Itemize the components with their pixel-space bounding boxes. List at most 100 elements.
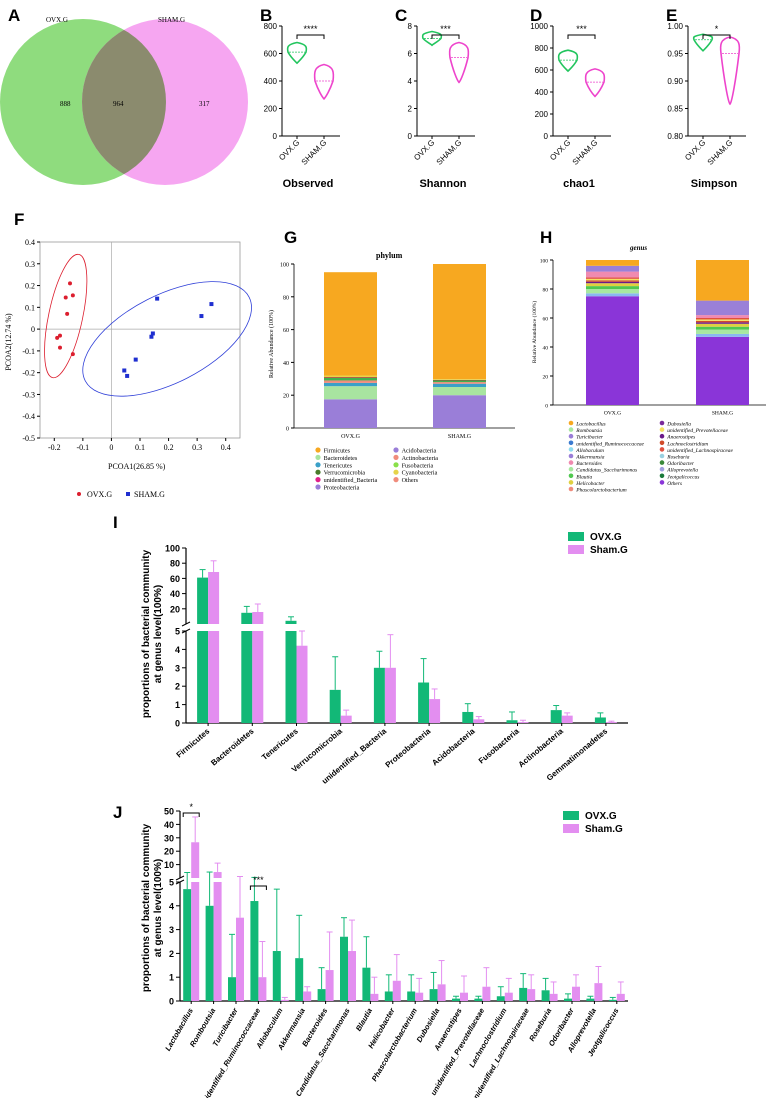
violin-xtick-label: OVX.G: [683, 138, 707, 162]
legend-dot: [568, 486, 574, 492]
legend-dot: [659, 420, 665, 426]
legend-dot: [659, 427, 665, 432]
venn-count-ovx: 888: [60, 100, 71, 108]
legend-label: Verrucomicrobia: [324, 470, 366, 477]
pcoa-point-ovx: [70, 352, 75, 357]
stacked-segment-dubosiella: [696, 322, 749, 324]
legend-label: Others: [402, 477, 419, 484]
violin-ytick-label: 4: [408, 77, 413, 86]
phylum-title: phylum: [376, 251, 403, 260]
pcoa-plot-frame: [39, 241, 241, 439]
pcoa-point-ovx: [58, 333, 62, 338]
genus-title: genus: [629, 244, 647, 252]
genus-stacked-panel: H genus Relative Abundance (100%) 0 20 40 6…: [531, 228, 766, 494]
stacked-segment-proteobacteria: [433, 380, 486, 383]
legend-dot: [568, 433, 574, 439]
stacked-segment-allobaculum: [696, 260, 749, 301]
stacked-ytick-label: 60: [283, 328, 289, 334]
i-legend-ovx: OVX.G: [590, 532, 622, 543]
upper-ytick-label: 50: [164, 807, 174, 817]
lower-ytick-label: 5: [169, 878, 174, 888]
bar-sham-upper: [191, 842, 200, 878]
bar-ovx-lower: [285, 631, 297, 723]
venn-count-sham: 317: [199, 100, 210, 108]
bar-sham: [325, 970, 334, 1001]
legend-label: Lactobacillus: [575, 422, 605, 428]
xtick-label: Blautia: [354, 1007, 374, 1033]
bar-ovx: [550, 710, 562, 723]
legend-label: unidentified_Lachnospiraceae: [667, 447, 733, 454]
stacked-ytick-label: 80: [283, 295, 289, 301]
lower-ytick-label: 1: [175, 700, 180, 710]
stacked-segment-unidentified_ruminococcaceae: [586, 271, 639, 278]
bar-ovx: [496, 996, 505, 1001]
venn-label-sham: SHAM.G: [158, 16, 185, 24]
bar-ovx: [594, 717, 606, 723]
violin-sham-g: [584, 68, 606, 98]
phylum-ylabel: Relative Abundance (100%): [268, 310, 275, 378]
violin-sig-label: ***: [576, 24, 587, 34]
bar-ovx: [317, 989, 326, 1001]
violin-ytick-label: 0: [408, 132, 413, 141]
stacked-segment-turicibacter: [696, 329, 749, 334]
pcoa-point-sham: [125, 373, 130, 378]
pcoa-ytick-label: 0.2: [25, 282, 35, 291]
j-legend-ovx: OVX.G: [585, 811, 617, 822]
violin-ytick-label: 6: [408, 50, 413, 59]
legend-dot: [393, 447, 399, 453]
stacked-segment-dubosiella: [586, 281, 639, 284]
violin-sig-label: ***: [440, 24, 451, 34]
stacked-segment-unidentified_ruminococcaceae: [696, 315, 749, 318]
pcoa-point-sham: [133, 357, 138, 362]
violin-metric-title: chao1: [563, 178, 595, 190]
axis-break-mark: [181, 621, 191, 627]
stacked-segment-bacteroides: [696, 318, 749, 320]
bar-ovx: [608, 999, 617, 1001]
lower-ytick-label: 3: [169, 925, 174, 935]
legend-dot: [393, 462, 399, 468]
pcoa-xtick-label: -0.2: [48, 443, 61, 452]
upper-ytick-label: 60: [170, 574, 180, 584]
axis-break-mark: [175, 875, 185, 881]
stacked-segment-helicobacter: [586, 278, 639, 281]
bar-ovx: [429, 989, 438, 1001]
violin-xtick-label: OVX.G: [412, 138, 436, 162]
pcoa-ytick-label: -0.5: [22, 434, 35, 443]
i-legend-ovx-swatch: [568, 532, 584, 541]
bar-ovx: [384, 991, 393, 1001]
violin-ytick-label: 1.00: [667, 22, 683, 31]
violin-ytick-label: 800: [264, 22, 278, 31]
legend-label: Alloprevotella: [666, 468, 698, 474]
stacked-segment-romboutsia: [696, 333, 749, 337]
upper-ytick-label: 40: [164, 820, 174, 830]
stacked-segment-anaerostipes: [586, 280, 639, 282]
upper-ytick-label: 20: [164, 847, 174, 857]
bar-sham: [258, 977, 267, 1001]
bar-sham: [460, 992, 468, 1001]
legend-label: Phascolarctobacterium: [575, 488, 627, 494]
stacked-segment-helicobacter: [696, 319, 749, 321]
pcoa-ellipse-ovx: [44, 253, 88, 379]
violin-sham-g: [719, 36, 741, 106]
legend-dot: [315, 454, 321, 460]
xtick-label: Acidobacteria: [430, 726, 477, 767]
bar-ovx: [362, 967, 371, 1001]
genus-bar-panel: J proportions of bacterial community at …: [113, 802, 628, 1098]
violin-ytick-label: 0.95: [667, 50, 683, 59]
pcoa-ellipse-sham: [82, 281, 252, 397]
violin-sig-bracket: [431, 34, 460, 39]
upper-ytick-label: 30: [164, 833, 174, 843]
legend-label: Lachnoclostridium: [666, 441, 708, 447]
pcoa-point-ovx: [63, 295, 68, 300]
violin-ytick-label: 600: [264, 50, 278, 59]
legend-dot: [659, 440, 665, 446]
bar-ovx: [452, 998, 460, 1001]
violin-ytick-label: 200: [264, 105, 278, 114]
pcoa-legend-ovx-marker: [77, 492, 81, 496]
pcoa-point-sham: [122, 368, 127, 373]
bar-sham-lower: [191, 882, 200, 1001]
pcoa-xtick-label: 0.3: [192, 443, 202, 452]
pcoa-point-ovx: [55, 335, 60, 340]
pcoa-legend-ovx: OVX.G: [87, 490, 112, 499]
